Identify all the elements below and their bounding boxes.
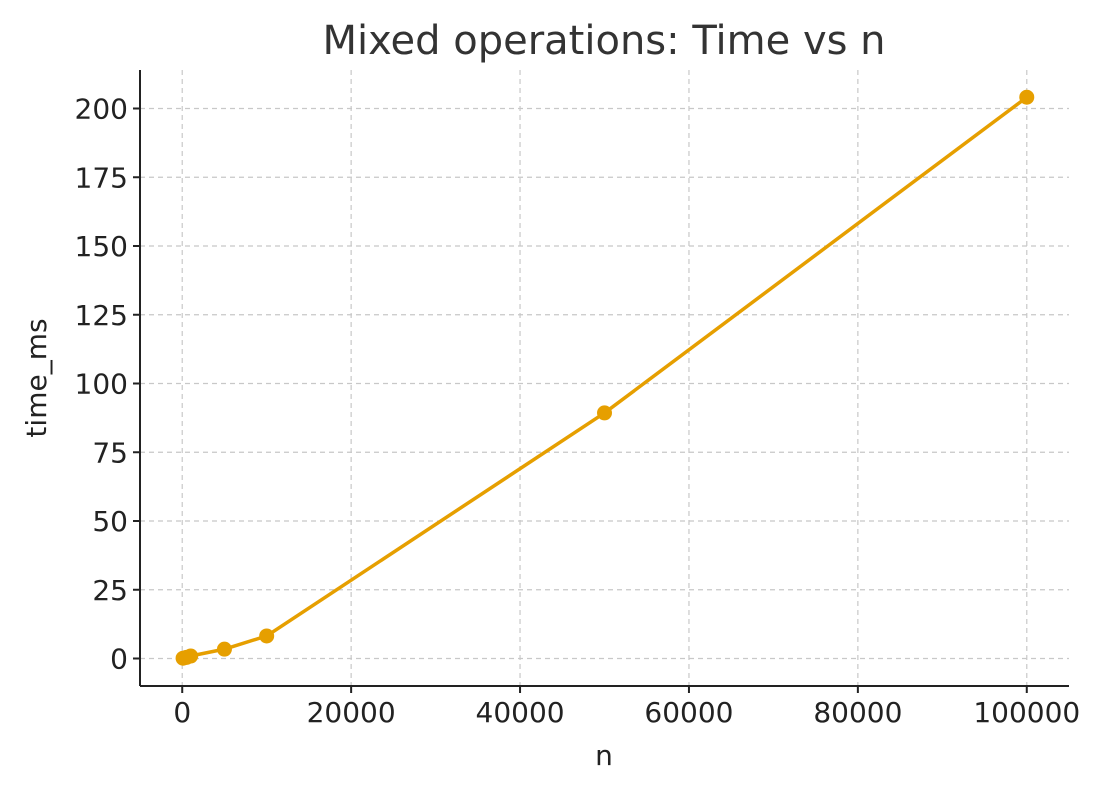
x-axis-label: n — [595, 739, 613, 772]
y-tick-label: 100 — [75, 368, 128, 401]
y-axis-label: time_ms — [20, 318, 53, 437]
data-point — [259, 628, 275, 644]
x-tick-label: 20000 — [307, 696, 396, 729]
x-tick-label: 40000 — [476, 696, 565, 729]
x-tick-label: 80000 — [813, 696, 902, 729]
y-tick-label: 150 — [75, 230, 128, 263]
y-tick-label: 125 — [75, 299, 128, 332]
data-point — [216, 641, 232, 657]
data-point — [1019, 89, 1035, 105]
x-tick-label: 60000 — [644, 696, 733, 729]
y-tick-label: 175 — [75, 161, 128, 194]
series-line — [181, 95, 1029, 660]
grid-lines — [140, 70, 1069, 686]
series-layer — [175, 89, 1035, 666]
y-tick-label: 0 — [110, 643, 128, 676]
y-tick-label: 75 — [92, 436, 128, 469]
data-point — [597, 405, 612, 421]
y-tick-label: 50 — [92, 505, 128, 538]
axes — [139, 70, 1069, 687]
x-tick-label: 100000 — [973, 696, 1080, 729]
ticks: 0 20000 40000 60000 80000 100000 0 25 50 75 100 125… — [75, 93, 1081, 730]
y-tick-label: 25 — [92, 574, 128, 607]
chart-title: Mixed operations: Time vs n — [322, 18, 885, 64]
x-tick-label: 0 — [173, 696, 191, 729]
y-tick-label: 200 — [75, 93, 128, 126]
data-point — [183, 648, 199, 664]
